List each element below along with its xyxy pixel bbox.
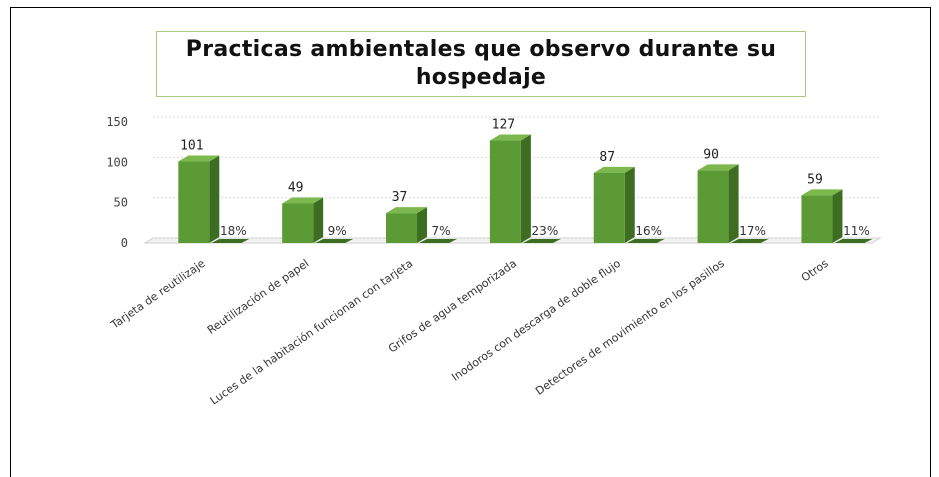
value-label: 101 bbox=[180, 139, 203, 154]
bar-top bbox=[282, 197, 324, 204]
value-label: 90 bbox=[703, 147, 719, 162]
bar-side bbox=[520, 134, 531, 243]
percent-label: 18% bbox=[220, 224, 247, 238]
value-label: 49 bbox=[288, 180, 304, 195]
percent-bar bbox=[211, 239, 250, 243]
percent-bar bbox=[834, 239, 873, 243]
bar-side bbox=[417, 207, 428, 243]
percent-bar bbox=[626, 239, 665, 243]
percent-label: 7% bbox=[432, 224, 451, 238]
percent-label: 23% bbox=[532, 224, 559, 238]
percent-bar bbox=[730, 239, 769, 243]
value-label: 87 bbox=[599, 150, 615, 165]
percent-label: 11% bbox=[843, 224, 870, 238]
y-tick-label: 150 bbox=[106, 115, 128, 129]
category-label: Tarjeta de reutilizaje bbox=[108, 257, 208, 332]
bar bbox=[178, 161, 210, 243]
bar-side bbox=[624, 166, 635, 243]
bar-top bbox=[697, 164, 739, 171]
value-label: 37 bbox=[392, 190, 408, 205]
y-tick-label: 0 bbox=[121, 236, 128, 250]
bar bbox=[282, 203, 314, 243]
value-label: 127 bbox=[492, 118, 515, 133]
percent-bar bbox=[315, 239, 354, 243]
bar bbox=[386, 213, 418, 243]
chart-title-box: Practicas ambientales que observo durant… bbox=[156, 31, 806, 97]
bar-side bbox=[209, 155, 220, 243]
category-label: Detectores de movimiento en los pasillos bbox=[533, 257, 727, 398]
bar-top bbox=[593, 166, 635, 173]
percent-bar bbox=[522, 239, 561, 243]
bar bbox=[593, 172, 625, 243]
percent-label: 9% bbox=[328, 224, 347, 238]
category-label: Inodoros con descarga de doble flujo bbox=[449, 257, 623, 384]
percent-bar bbox=[419, 239, 458, 243]
bar-side bbox=[313, 197, 324, 243]
bar-top bbox=[801, 189, 843, 196]
bar-side bbox=[728, 164, 739, 243]
bar-side bbox=[832, 189, 843, 243]
bar bbox=[801, 195, 833, 243]
percent-label: 17% bbox=[739, 224, 766, 238]
bar-top bbox=[489, 134, 531, 141]
y-tick-label: 50 bbox=[114, 196, 128, 210]
value-label: 59 bbox=[807, 172, 823, 187]
chart-frame bbox=[10, 7, 931, 477]
chart-title: Practicas ambientales que observo durant… bbox=[185, 37, 777, 90]
category-label: Luces de la habitación funcionan con tar… bbox=[208, 257, 415, 408]
bar bbox=[489, 140, 521, 243]
category-label: Reutilización de papel bbox=[205, 257, 312, 337]
bar-top bbox=[386, 207, 428, 214]
category-label: Otros bbox=[799, 257, 831, 285]
bar bbox=[697, 170, 729, 243]
y-tick-label: 100 bbox=[106, 155, 128, 169]
percent-label: 16% bbox=[635, 224, 662, 238]
bar-top bbox=[178, 155, 220, 162]
